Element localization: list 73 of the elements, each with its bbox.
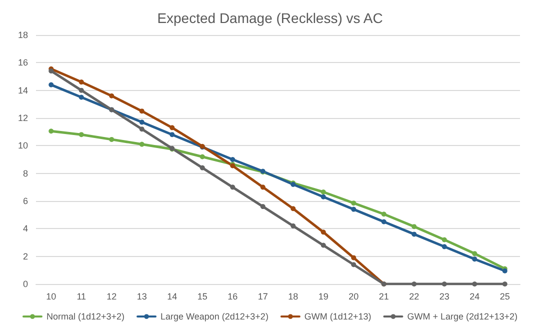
x-tick-label: 10	[46, 292, 56, 302]
point	[351, 200, 356, 206]
x-tick-label: 19	[318, 292, 328, 302]
point	[472, 256, 478, 262]
x-tick-label: 25	[500, 292, 510, 302]
point	[78, 94, 84, 100]
x-tick-label: 24	[470, 292, 480, 302]
x-tick-label: 13	[136, 292, 147, 302]
point	[200, 154, 205, 160]
point	[48, 128, 54, 134]
y-tick-label: 10	[18, 140, 28, 151]
point	[109, 136, 114, 142]
y-tick-label: 14	[18, 85, 28, 96]
y-tick-label: 4	[22, 224, 28, 234]
x-tick-label: 11	[76, 292, 86, 302]
x-tick-label: 18	[288, 292, 298, 302]
point	[78, 132, 84, 138]
point	[260, 204, 266, 210]
y-tick-label: 0	[22, 279, 28, 289]
legend-label: Normal (1d12+3+2)	[46, 312, 125, 322]
point	[442, 244, 447, 250]
point	[351, 206, 356, 212]
point	[230, 157, 236, 162]
point	[200, 165, 205, 170]
x-tick-label: 14	[167, 292, 178, 302]
point	[109, 93, 114, 98]
point	[139, 120, 144, 125]
point	[170, 132, 175, 138]
point	[320, 190, 326, 195]
chart-title: Expected Damage (Reckless) vs AC	[157, 10, 383, 26]
point	[381, 219, 386, 224]
point	[412, 224, 417, 230]
point	[139, 108, 144, 114]
point	[78, 88, 84, 93]
y-tick-label: 8	[22, 168, 28, 178]
point	[412, 232, 417, 237]
point	[442, 237, 447, 242]
point	[472, 251, 478, 256]
point	[78, 80, 84, 85]
point	[412, 282, 417, 286]
x-tick-label: 17	[258, 292, 268, 302]
point	[230, 184, 236, 190]
point	[442, 282, 447, 286]
x-tick-label: 12	[106, 292, 117, 302]
point	[320, 242, 326, 248]
x-tick-label: 21	[378, 292, 389, 302]
y-tick-label: 16	[18, 58, 28, 68]
point	[170, 125, 175, 130]
point	[260, 184, 266, 190]
point	[351, 255, 356, 260]
legend-label: GWM (1d12+13)	[304, 312, 372, 322]
y-tick-label: 12	[18, 113, 28, 123]
point	[290, 206, 296, 212]
x-tick-label: 15	[197, 292, 208, 302]
legend-label: Large Weapon (2d12+3+2)	[160, 312, 268, 322]
point	[351, 262, 356, 268]
point	[472, 282, 478, 286]
y-tick-label: 6	[22, 196, 28, 206]
y-tick-label: 2	[22, 251, 28, 262]
x-tick-label: 22	[409, 292, 420, 302]
point	[139, 142, 144, 147]
point	[381, 212, 386, 217]
point	[502, 282, 508, 286]
x-tick-label: 20	[348, 292, 359, 302]
point	[290, 223, 296, 228]
x-tick-label: 16	[228, 292, 238, 302]
x-tick-label: 23	[439, 292, 450, 302]
point	[139, 126, 144, 132]
legend-label: GWM + Large (2d12+13+2)	[407, 312, 518, 322]
point	[48, 82, 54, 88]
y-tick-label: 18	[18, 30, 28, 40]
point	[320, 230, 326, 235]
point	[320, 194, 326, 200]
